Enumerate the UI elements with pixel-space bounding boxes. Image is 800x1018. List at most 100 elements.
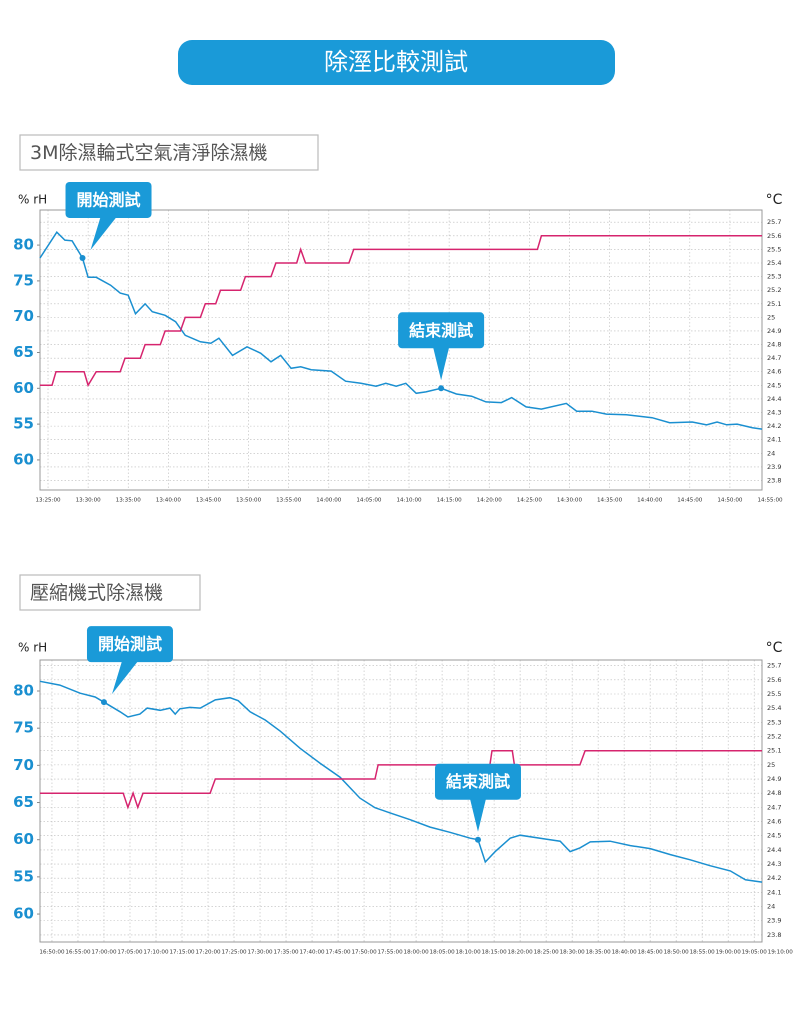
y2-tick-label: 24.1 <box>767 888 781 896</box>
y-tick-label: 65 <box>13 793 34 811</box>
x-tick-label: 18:05:00 <box>430 950 456 956</box>
x-tick-label: 14:05:00 <box>356 498 382 504</box>
y-tick-label: 65 <box>13 343 34 361</box>
y2-tick-label: 25 <box>767 761 775 769</box>
y2-tick-label: 25.2 <box>767 286 781 294</box>
y-tick-label: 70 <box>13 756 34 774</box>
y2-tick-label: 24.2 <box>767 422 781 430</box>
page-title: 除溼比較測試 <box>324 48 468 76</box>
plot-frame <box>39 659 763 943</box>
x-tick-label: 17:55:00 <box>378 950 404 956</box>
x-tick-label: 18:25:00 <box>534 950 560 956</box>
y2-tick-label: 25.6 <box>767 676 781 684</box>
annotation-point <box>100 699 107 706</box>
chart-title: 壓縮機式除濕機 <box>30 582 163 604</box>
x-tick-label: 14:30:00 <box>557 498 583 504</box>
chart-title-box <box>19 574 201 611</box>
y2-tick-label: 25.3 <box>767 273 781 281</box>
y2-tick-label: 24.9 <box>767 327 781 335</box>
x-tick-label: 18:00:00 <box>404 950 430 956</box>
y-tick-label: 55 <box>13 867 34 885</box>
y-tick-label: 55 <box>13 415 34 433</box>
chart-title-box <box>19 134 319 171</box>
y2-tick-label: 24.5 <box>767 832 781 840</box>
x-tick-label: 19:00:00 <box>716 950 742 956</box>
y2-tick-label: 24.4 <box>767 395 781 403</box>
annotation-point <box>474 836 481 843</box>
x-tick-label: 17:15:00 <box>169 950 195 956</box>
y2-tick-label: 25.4 <box>767 259 781 267</box>
x-tick-label: 17:00:00 <box>91 950 117 956</box>
x-tick-label: 13:50:00 <box>236 498 262 504</box>
y2-tick-label: 24.9 <box>767 775 781 783</box>
data-line <box>40 749 762 810</box>
callout-box <box>65 181 152 218</box>
x-tick-label: 14:15:00 <box>437 498 463 504</box>
y2-tick-label: 25 <box>767 313 775 321</box>
x-tick-label: 17:40:00 <box>299 950 325 956</box>
x-tick-label: 17:05:00 <box>117 950 143 956</box>
x-tick-label: 19:05:00 <box>742 950 768 956</box>
y-tick-label: 60 <box>13 830 34 848</box>
x-tick-label: 17:20:00 <box>195 950 221 956</box>
y2-tick-label: 23.8 <box>767 931 781 939</box>
y2-tick-label: 24.2 <box>767 874 781 882</box>
annotation-point <box>438 385 445 392</box>
x-tick-label: 18:20:00 <box>508 950 534 956</box>
data-line <box>39 231 763 430</box>
x-tick-label: 18:45:00 <box>638 950 664 956</box>
x-tick-label: 13:25:00 <box>35 498 61 504</box>
y2-tick-label: 24.3 <box>767 409 781 417</box>
y2-tick-label: 25.7 <box>767 662 781 670</box>
y-tick-label: 75 <box>13 719 34 737</box>
y-axis-label: % rH <box>18 193 47 207</box>
y2-tick-label: 25.3 <box>767 718 781 726</box>
y2-tick-label: 24.8 <box>767 789 781 797</box>
y2-tick-label: 25.5 <box>767 690 781 698</box>
x-tick-label: 18:15:00 <box>482 950 508 956</box>
y2-tick-label: 24.3 <box>767 860 781 868</box>
callout-box <box>398 312 485 349</box>
callout-text: 開始測試 <box>98 635 162 654</box>
y-axis-label: % rH <box>18 641 47 655</box>
callout-pointer <box>433 347 450 381</box>
y2-axis-label: °C <box>766 192 783 208</box>
y2-tick-label: 24.7 <box>767 803 781 811</box>
x-tick-label: 13:45:00 <box>196 498 222 504</box>
annotation-point <box>79 254 86 261</box>
banner <box>178 40 615 85</box>
x-tick-label: 19:10:00 <box>768 950 794 956</box>
y2-tick-label: 24.5 <box>767 381 781 389</box>
y2-tick-label: 25.7 <box>767 218 781 226</box>
x-tick-label: 13:55:00 <box>276 498 302 504</box>
y2-tick-label: 25.1 <box>767 747 781 755</box>
y2-tick-label: 25.2 <box>767 733 781 741</box>
x-tick-label: 13:40:00 <box>156 498 182 504</box>
y2-tick-label: 23.9 <box>767 463 781 471</box>
y-tick-label: 60 <box>13 905 34 923</box>
x-tick-label: 17:35:00 <box>273 950 299 956</box>
callout-pointer <box>111 661 138 695</box>
x-tick-label: 14:45:00 <box>677 498 703 504</box>
x-tick-label: 14:20:00 <box>477 498 503 504</box>
x-tick-label: 17:45:00 <box>325 950 351 956</box>
x-tick-label: 17:25:00 <box>221 950 247 956</box>
y-tick-label: 80 <box>13 682 34 700</box>
y-tick-label: 75 <box>13 271 34 289</box>
y2-tick-label: 25.1 <box>767 300 781 308</box>
y2-tick-label: 24 <box>767 449 775 457</box>
x-tick-label: 17:30:00 <box>247 950 273 956</box>
y2-tick-label: 24.8 <box>767 341 781 349</box>
y2-tick-label: 23.9 <box>767 917 781 925</box>
callout-box <box>434 763 521 800</box>
x-tick-label: 17:10:00 <box>143 950 169 956</box>
callout-box <box>86 626 173 663</box>
x-tick-label: 14:35:00 <box>597 498 623 504</box>
x-tick-label: 14:55:00 <box>757 498 783 504</box>
x-tick-label: 18:35:00 <box>586 950 612 956</box>
y2-tick-label: 25.4 <box>767 704 781 712</box>
callout-text: 開始測試 <box>77 190 141 209</box>
x-tick-label: 16:55:00 <box>65 950 91 956</box>
plot-frame <box>39 209 763 491</box>
data-line <box>39 680 763 883</box>
